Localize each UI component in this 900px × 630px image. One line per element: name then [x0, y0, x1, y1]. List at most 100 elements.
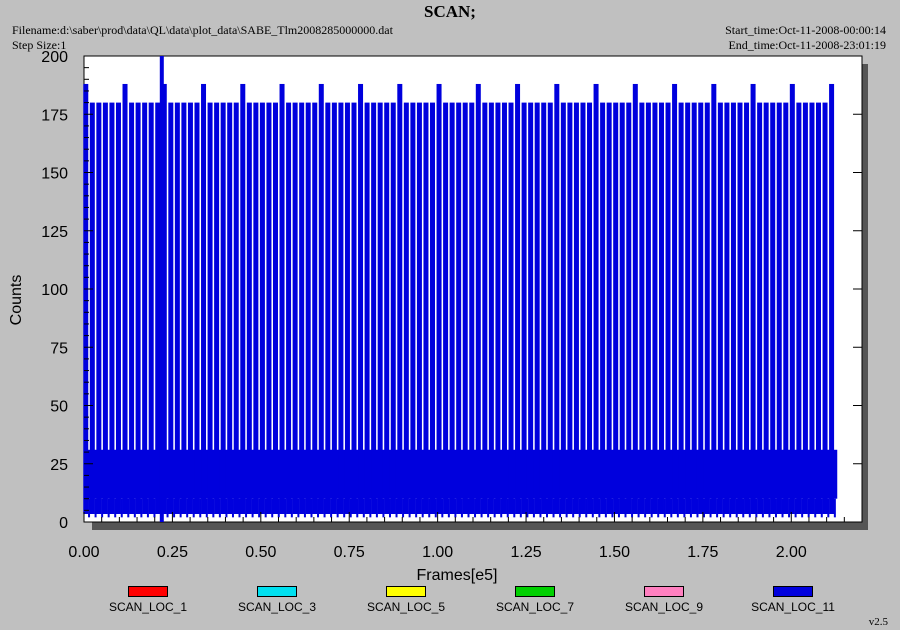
- series-spike: [541, 102, 547, 514]
- y-tick-label: 50: [50, 399, 68, 416]
- series-spike: [443, 102, 449, 514]
- series-spike: [318, 83, 324, 515]
- series-spike: [403, 102, 409, 514]
- legend-label: SCAN_LOC_5: [366, 600, 446, 614]
- series-spike: [652, 102, 658, 514]
- series-spike: [96, 102, 102, 514]
- series-spike: [390, 102, 396, 514]
- legend-swatch: [257, 586, 297, 597]
- series-spike: [214, 102, 220, 514]
- series-spike: [122, 83, 128, 515]
- series-spike: [227, 102, 233, 514]
- legend-item: SCAN_LOC_11: [738, 586, 848, 614]
- series-spike: [377, 102, 383, 514]
- series-spike: [475, 83, 481, 515]
- series-spike: [109, 102, 115, 514]
- series-spike: [567, 102, 573, 514]
- series-spike: [312, 102, 318, 514]
- series-spike: [665, 102, 671, 514]
- series-spike: [371, 102, 377, 514]
- series-spike: [593, 83, 599, 515]
- series-spike: [155, 102, 161, 514]
- series-spike: [521, 102, 527, 514]
- series-spike: [757, 102, 763, 514]
- series-spike: [678, 102, 684, 514]
- series-spike: [547, 102, 553, 514]
- y-tick-label: 150: [41, 166, 68, 183]
- series-spike: [501, 102, 507, 514]
- series-spike: [129, 102, 135, 514]
- series-spike: [672, 83, 678, 515]
- series-spike: [358, 83, 364, 515]
- series-spike: [763, 102, 769, 514]
- chart-title: SCAN;: [424, 2, 476, 21]
- series-spike: [632, 83, 638, 515]
- x-tick-label: 1.75: [687, 544, 718, 561]
- series-spike: [416, 102, 422, 514]
- y-tick-label: 200: [41, 49, 68, 66]
- series-spike: [508, 102, 514, 514]
- series-spike: [207, 102, 213, 514]
- series-spike: [639, 102, 645, 514]
- filename-label: Filename:d:\saber\prod\data\QL\data\plot…: [12, 23, 393, 37]
- series-spike: [168, 102, 174, 514]
- series-spike: [344, 102, 350, 514]
- legend-label: SCAN_LOC_3: [237, 600, 317, 614]
- series-spike: [174, 102, 180, 514]
- series-spike: [809, 102, 815, 514]
- x-tick-label: 0.25: [157, 544, 188, 561]
- series-spike: [115, 102, 121, 514]
- series-spike: [744, 102, 750, 514]
- series-spike: [220, 102, 226, 514]
- series-spike: [737, 102, 743, 514]
- series-spike: [600, 102, 606, 514]
- step-size-label: Step Size:1: [12, 38, 67, 52]
- legend-label: SCAN_LOC_7: [495, 600, 575, 614]
- legend-label: SCAN_LOC_11: [751, 600, 835, 614]
- version-label: v2.5: [868, 616, 888, 628]
- y-axis-label: Counts: [8, 275, 25, 326]
- series-spike: [626, 102, 632, 514]
- series-spike: [613, 102, 619, 514]
- series-spike: [802, 102, 808, 514]
- series-spike: [187, 102, 193, 514]
- x-axis-label: Frames[e5]: [417, 567, 498, 584]
- series-spike: [796, 102, 802, 514]
- series-spike: [384, 102, 390, 514]
- x-tick-label: 0.00: [68, 544, 99, 561]
- series-spike: [469, 102, 475, 514]
- legend-item: SCAN_LOC_3: [222, 586, 332, 614]
- series-spike: [691, 102, 697, 514]
- series-spike: [449, 102, 455, 514]
- series-spike: [515, 83, 521, 515]
- series-spike: [573, 102, 579, 514]
- series-spike: [495, 102, 501, 514]
- legend-item: SCAN_LOC_9: [609, 586, 719, 614]
- series-spike: [580, 102, 586, 514]
- series-spike: [816, 102, 822, 514]
- series-spike: [253, 102, 259, 514]
- series-max-spike: [159, 56, 164, 522]
- series-spike: [554, 83, 560, 515]
- series-spike: [410, 102, 416, 514]
- series-spike: [436, 83, 442, 515]
- series-spike: [488, 102, 494, 514]
- series-spike: [560, 102, 566, 514]
- x-tick-label: 1.00: [422, 544, 453, 561]
- series-spike: [272, 102, 278, 514]
- series-spike: [587, 102, 593, 514]
- legend-swatch: [128, 586, 168, 597]
- series-spike: [730, 102, 736, 514]
- series-spike: [292, 102, 298, 514]
- legend-swatch: [773, 586, 813, 597]
- series-layer: [83, 56, 838, 522]
- series-spike: [181, 102, 187, 514]
- x-tick-label: 1.25: [510, 544, 541, 561]
- legend-label: SCAN_LOC_9: [624, 600, 704, 614]
- series-spike: [325, 102, 331, 514]
- legend-swatch: [644, 586, 684, 597]
- series-spike: [135, 102, 141, 514]
- series-spike: [89, 102, 95, 514]
- series-spike: [102, 102, 108, 514]
- series-spike: [783, 102, 789, 514]
